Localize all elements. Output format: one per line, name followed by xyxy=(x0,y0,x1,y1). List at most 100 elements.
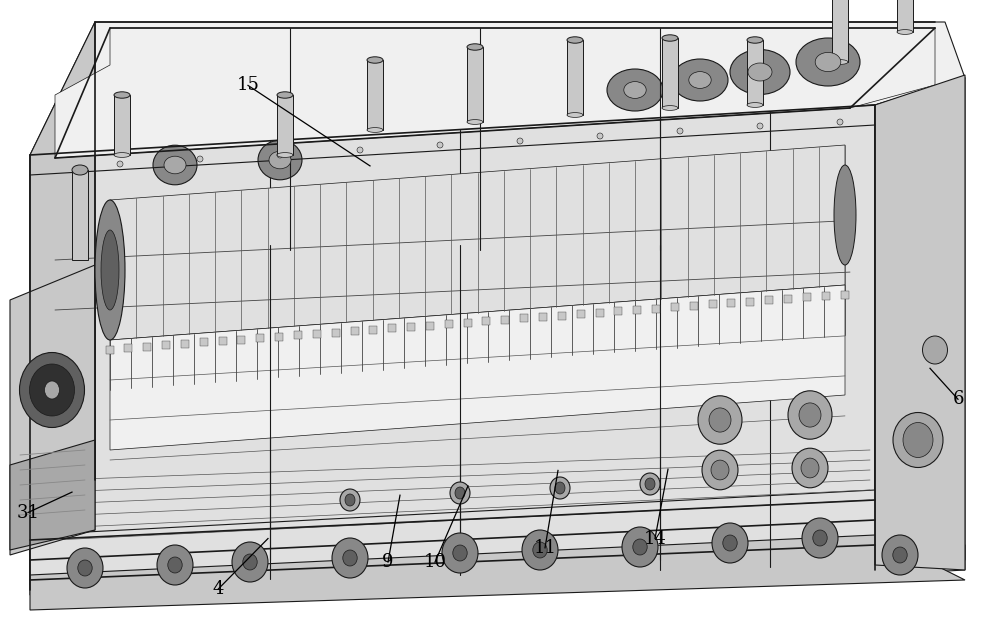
Ellipse shape xyxy=(455,487,465,499)
Polygon shape xyxy=(467,47,483,122)
Text: 9: 9 xyxy=(382,553,394,571)
Ellipse shape xyxy=(437,142,443,148)
Polygon shape xyxy=(30,22,95,575)
Polygon shape xyxy=(784,295,792,303)
Ellipse shape xyxy=(467,44,483,50)
Polygon shape xyxy=(219,337,227,345)
Ellipse shape xyxy=(747,37,763,43)
Ellipse shape xyxy=(903,423,933,457)
Ellipse shape xyxy=(453,545,467,561)
Polygon shape xyxy=(746,298,754,306)
Ellipse shape xyxy=(258,140,302,180)
Polygon shape xyxy=(803,293,811,301)
Polygon shape xyxy=(277,95,293,155)
Ellipse shape xyxy=(72,165,88,175)
Polygon shape xyxy=(464,319,472,327)
Polygon shape xyxy=(567,40,583,115)
Polygon shape xyxy=(596,309,604,317)
Ellipse shape xyxy=(517,138,523,144)
Ellipse shape xyxy=(164,156,186,174)
Ellipse shape xyxy=(640,473,660,495)
Text: 15: 15 xyxy=(237,76,259,95)
Ellipse shape xyxy=(277,152,283,158)
Ellipse shape xyxy=(114,92,130,98)
Polygon shape xyxy=(30,535,965,610)
Ellipse shape xyxy=(450,482,470,504)
Ellipse shape xyxy=(645,478,655,490)
Ellipse shape xyxy=(801,458,819,478)
Ellipse shape xyxy=(340,489,360,511)
Polygon shape xyxy=(332,329,340,337)
Ellipse shape xyxy=(30,364,74,416)
Ellipse shape xyxy=(442,533,478,573)
Ellipse shape xyxy=(698,396,742,444)
Polygon shape xyxy=(275,333,283,341)
Ellipse shape xyxy=(117,161,123,167)
Polygon shape xyxy=(832,0,848,62)
Ellipse shape xyxy=(277,153,293,157)
Polygon shape xyxy=(294,331,302,339)
Polygon shape xyxy=(367,60,383,130)
Ellipse shape xyxy=(232,542,268,582)
Polygon shape xyxy=(520,314,528,322)
Polygon shape xyxy=(822,292,830,300)
Ellipse shape xyxy=(723,535,737,551)
Polygon shape xyxy=(539,313,547,321)
Polygon shape xyxy=(10,265,95,555)
Ellipse shape xyxy=(367,57,383,63)
Ellipse shape xyxy=(345,494,355,506)
Ellipse shape xyxy=(157,545,193,585)
Ellipse shape xyxy=(711,460,729,480)
Text: 10: 10 xyxy=(424,553,446,571)
Ellipse shape xyxy=(893,547,907,563)
Ellipse shape xyxy=(730,50,790,95)
Ellipse shape xyxy=(624,82,646,98)
Polygon shape xyxy=(72,170,88,260)
Ellipse shape xyxy=(689,72,711,89)
Ellipse shape xyxy=(95,200,125,340)
Polygon shape xyxy=(30,22,965,155)
Polygon shape xyxy=(55,28,935,158)
Text: 14: 14 xyxy=(644,529,666,548)
Ellipse shape xyxy=(799,403,821,427)
Ellipse shape xyxy=(357,147,363,153)
Polygon shape xyxy=(256,334,264,342)
Polygon shape xyxy=(690,302,698,310)
Ellipse shape xyxy=(467,119,483,124)
Polygon shape xyxy=(426,322,434,330)
Ellipse shape xyxy=(709,408,731,432)
Polygon shape xyxy=(614,307,622,315)
Polygon shape xyxy=(30,490,965,595)
Ellipse shape xyxy=(567,113,583,118)
Ellipse shape xyxy=(343,550,357,566)
Ellipse shape xyxy=(712,523,748,563)
Ellipse shape xyxy=(533,542,547,558)
Polygon shape xyxy=(501,316,509,324)
Ellipse shape xyxy=(243,554,257,570)
Polygon shape xyxy=(106,346,114,354)
Ellipse shape xyxy=(662,35,678,41)
Ellipse shape xyxy=(792,448,828,488)
Ellipse shape xyxy=(788,391,832,439)
Ellipse shape xyxy=(757,123,763,129)
Ellipse shape xyxy=(367,128,383,132)
Ellipse shape xyxy=(897,30,913,35)
Ellipse shape xyxy=(672,59,728,101)
Ellipse shape xyxy=(332,538,368,578)
Polygon shape xyxy=(875,78,965,565)
Ellipse shape xyxy=(597,133,603,139)
Text: 6: 6 xyxy=(952,390,964,409)
Ellipse shape xyxy=(796,38,860,86)
Polygon shape xyxy=(110,285,845,450)
Polygon shape xyxy=(388,324,396,332)
Polygon shape xyxy=(577,310,585,318)
Ellipse shape xyxy=(747,103,763,108)
Polygon shape xyxy=(662,38,678,108)
Ellipse shape xyxy=(44,381,60,399)
Polygon shape xyxy=(875,75,965,570)
Polygon shape xyxy=(652,305,660,313)
Ellipse shape xyxy=(677,128,683,134)
Polygon shape xyxy=(747,40,763,105)
Ellipse shape xyxy=(815,53,841,72)
Ellipse shape xyxy=(802,518,838,558)
